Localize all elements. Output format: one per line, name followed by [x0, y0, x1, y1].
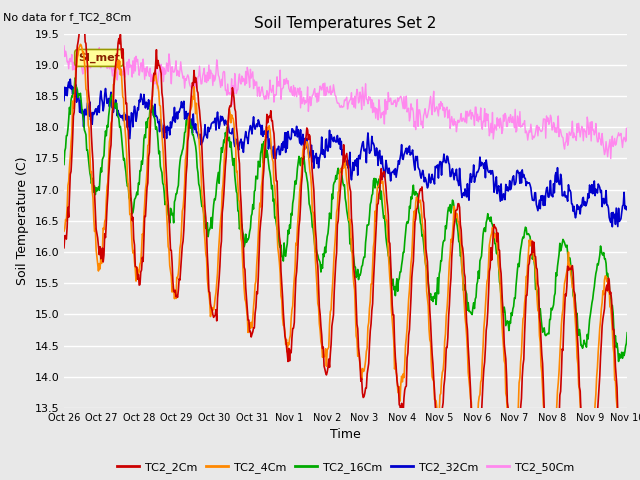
- Title: Soil Temperatures Set 2: Soil Temperatures Set 2: [255, 16, 436, 31]
- X-axis label: Time: Time: [330, 429, 361, 442]
- Text: No data for f_TC2_8Cm: No data for f_TC2_8Cm: [3, 12, 131, 23]
- Text: SI_met: SI_met: [78, 53, 120, 63]
- Y-axis label: Soil Temperature (C): Soil Temperature (C): [16, 156, 29, 285]
- Legend: TC2_2Cm, TC2_4Cm, TC2_16Cm, TC2_32Cm, TC2_50Cm: TC2_2Cm, TC2_4Cm, TC2_16Cm, TC2_32Cm, TC…: [113, 457, 579, 477]
